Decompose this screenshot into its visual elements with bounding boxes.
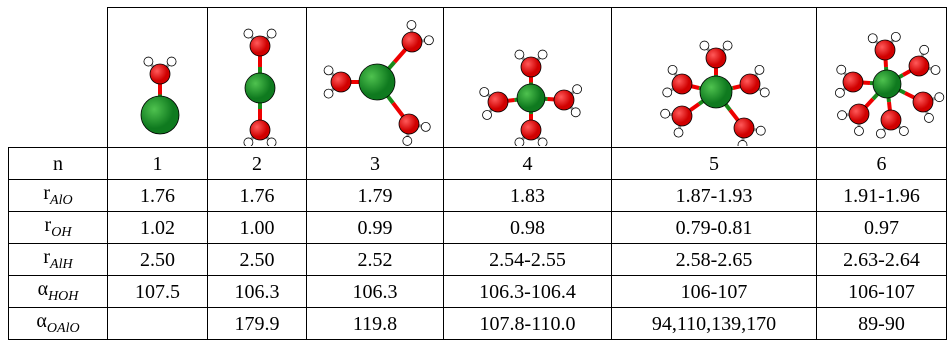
row-label: n <box>9 148 108 180</box>
value-cell: 1.00 <box>208 212 307 244</box>
label-subscript: OH <box>51 225 71 240</box>
row-label: αOAlO <box>9 308 108 340</box>
value-cell: 2 <box>208 148 307 180</box>
label-text: n <box>53 153 63 175</box>
molecule <box>309 10 442 146</box>
value-cell: 4 <box>444 148 612 180</box>
structure-row <box>9 8 947 148</box>
molecule <box>110 10 206 146</box>
label-subscript: HOH <box>48 289 78 304</box>
value-cell: 0.97 <box>817 212 947 244</box>
page: n123456rAlO1.761.761.791.831.87-1.931.91… <box>0 0 947 345</box>
structure-cell <box>444 8 612 148</box>
value-cell: 1.79 <box>307 180 444 212</box>
structure-cell <box>612 8 817 148</box>
molecule <box>210 10 305 146</box>
row-label: rAlO <box>9 180 108 212</box>
value-cell: 0.79-0.81 <box>612 212 817 244</box>
value-cell: 1.76 <box>208 180 307 212</box>
value-cell: 106-107 <box>817 276 947 308</box>
value-cell: 106.3 <box>208 276 307 308</box>
label-subscript: OAlO <box>47 321 80 336</box>
value-cell: 1.83 <box>444 180 612 212</box>
value-cell: 179.9 <box>208 308 307 340</box>
value-cell: 1.87-1.93 <box>612 180 817 212</box>
value-cell: 1 <box>108 148 208 180</box>
structure-cell <box>108 8 208 148</box>
value-cell: 0.99 <box>307 212 444 244</box>
value-cell: 107.8-110.0 <box>444 308 612 340</box>
value-cell: 0.98 <box>444 212 612 244</box>
value-cell: 89-90 <box>817 308 947 340</box>
value-cell: 2.50 <box>208 244 307 276</box>
value-cell: 6 <box>817 148 947 180</box>
structure-cell <box>208 8 307 148</box>
value-cell: 2.54-2.55 <box>444 244 612 276</box>
value-cell: 94,110,139,170 <box>612 308 817 340</box>
structure-cell <box>307 8 444 148</box>
structure-cell <box>817 8 947 148</box>
value-cell: 107.5 <box>108 276 208 308</box>
label-text: α <box>36 310 46 332</box>
molecule <box>446 10 610 146</box>
value-cell: 2.63-2.64 <box>817 244 947 276</box>
value-cell <box>108 308 208 340</box>
value-cell: 5 <box>612 148 817 180</box>
value-cell: 1.76 <box>108 180 208 212</box>
value-cell: 2.52 <box>307 244 444 276</box>
value-cell: 106-107 <box>612 276 817 308</box>
value-cell: 119.8 <box>307 308 444 340</box>
value-cell: 1.91-1.96 <box>817 180 947 212</box>
value-cell: 2.58-2.65 <box>612 244 817 276</box>
value-cell: 2.50 <box>108 244 208 276</box>
value-cell: 1.02 <box>108 212 208 244</box>
row-label: αHOH <box>9 276 108 308</box>
row-label: rAlH <box>9 244 108 276</box>
molecule <box>819 10 945 146</box>
label-subscript: AlO <box>50 193 73 208</box>
row-label: rOH <box>9 212 108 244</box>
value-cell: 3 <box>307 148 444 180</box>
blank-cell <box>9 8 108 148</box>
label-subscript: AlH <box>50 257 73 272</box>
label-text: α <box>38 278 48 300</box>
molecule <box>614 10 815 146</box>
value-cell: 106.3-106.4 <box>444 276 612 308</box>
value-cell: 106.3 <box>307 276 444 308</box>
